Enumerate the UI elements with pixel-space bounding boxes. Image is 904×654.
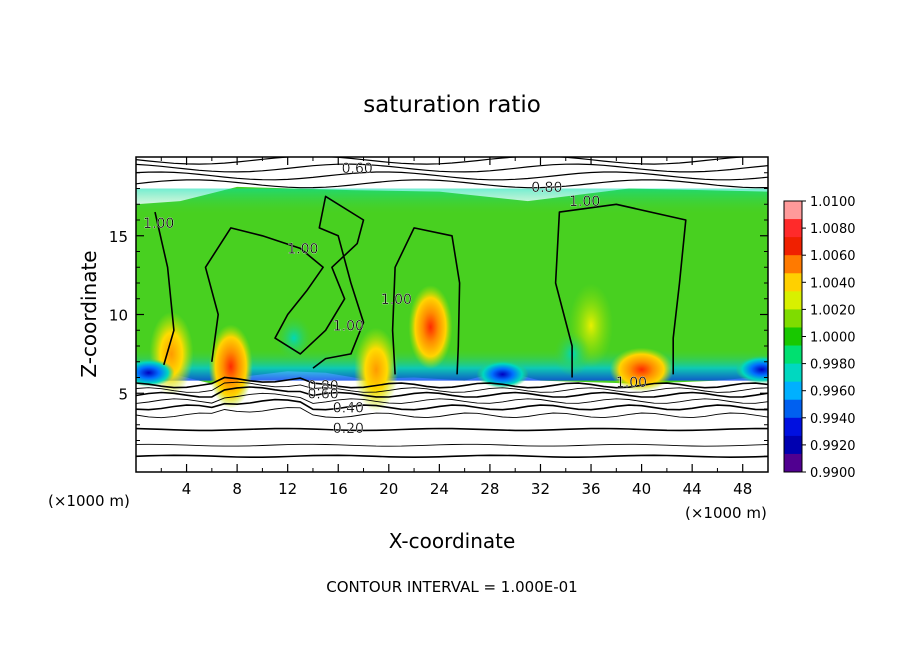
colorbar-label: 1.0060 xyxy=(810,249,856,264)
colorbar-segment-13 xyxy=(784,417,802,437)
colorbar-label: 1.0020 xyxy=(810,303,856,318)
contour-label-1: 0.60 xyxy=(342,161,373,177)
contour-interval-note: CONTOUR INTERVAL = 1.000E-01 xyxy=(326,578,577,596)
contour-unity-3 xyxy=(391,227,461,375)
x-tick-label: 40 xyxy=(632,480,651,498)
colorbar-label: 1.0040 xyxy=(810,276,856,291)
contour-label-11: 0.40 xyxy=(333,400,364,416)
chart-title: saturation ratio xyxy=(363,92,541,118)
x-tick-label: 24 xyxy=(430,480,449,498)
colorbar-label: 0.9900 xyxy=(810,466,856,481)
y-tick-label: 15 xyxy=(109,228,128,246)
contour-label-4: 1.00 xyxy=(143,216,174,232)
contour-label-6: 1.00 xyxy=(333,319,364,335)
saturation-field xyxy=(136,186,768,412)
colorbar-segment-11 xyxy=(784,381,802,401)
x-tick-label: 32 xyxy=(531,480,550,498)
colorbar-segment-4 xyxy=(784,255,802,274)
contour-label-10: 0.60 xyxy=(307,386,338,402)
x-axis-ticks: 4 8 12 16 20 24 28 32 36 40 44 48 xyxy=(160,157,752,498)
colorbar-segment-2 xyxy=(784,219,802,238)
colorbar-segment-7 xyxy=(784,309,802,328)
contour-lower-9 xyxy=(136,376,768,389)
maximum-region-1 xyxy=(408,285,453,370)
colorbar-segment-14 xyxy=(784,435,802,455)
contour-lower-2 xyxy=(136,443,768,447)
maximum-region-2 xyxy=(609,347,674,392)
contour-unity-2 xyxy=(204,195,365,369)
x-unit-right: (×1000 m) xyxy=(685,504,767,522)
x-tick-label: 48 xyxy=(733,480,752,498)
contour-lower-7 xyxy=(136,386,768,398)
colorbar-segment-5 xyxy=(784,273,802,292)
y-tick-label: 5 xyxy=(118,385,128,403)
colorbar-label: 1.0000 xyxy=(810,331,856,346)
x-tick-label: 12 xyxy=(278,480,297,498)
colorbar-segment-3 xyxy=(784,237,802,256)
contour-label-2: 0.80 xyxy=(531,180,562,196)
contour-lower-3 xyxy=(136,427,768,432)
x-tick-label: 8 xyxy=(232,480,242,498)
contour-label-7: 1.00 xyxy=(381,292,412,308)
plot-area xyxy=(136,157,768,472)
x-tick-label: 28 xyxy=(480,480,499,498)
x-tick-label: 20 xyxy=(379,480,398,498)
minimum-region-2 xyxy=(476,360,529,389)
x-axis-label: X-coordinate xyxy=(389,529,516,553)
colorbar-label: 0.9920 xyxy=(810,439,856,454)
contour-unity-4 xyxy=(554,203,687,378)
x-tick-label: 44 xyxy=(683,480,702,498)
colorbar-label: 0.9960 xyxy=(810,385,856,400)
contour-lower-5 xyxy=(136,398,768,411)
contour-lower-8 xyxy=(136,381,768,393)
contour-lower-1 xyxy=(136,454,768,459)
x-tick-label: 16 xyxy=(329,480,348,498)
contour-label-12: 0.20 xyxy=(333,421,364,437)
minimum-region-5 xyxy=(276,316,312,361)
colorbar-label: 0.9980 xyxy=(810,358,856,373)
colorbar-segment-15 xyxy=(784,453,802,473)
minimum-region-3 xyxy=(735,355,768,384)
colorbar-segment-10 xyxy=(784,363,802,383)
contour-label-3: 1.00 xyxy=(569,194,600,210)
colorbar-segment-9 xyxy=(784,345,802,364)
colorbar-segment-8 xyxy=(784,327,802,346)
y-tick-label: 10 xyxy=(109,307,128,325)
contour-label-9: 0.80 xyxy=(307,378,338,394)
colorbar-segment-12 xyxy=(784,399,802,419)
x-unit-left: (×1000 m) xyxy=(48,492,130,510)
y-axis-ticks: 5 10 15 xyxy=(109,172,768,457)
contour-label-8: 1.00 xyxy=(616,375,647,391)
colorbar-label: 1.0080 xyxy=(810,222,856,237)
contour-upper-2 xyxy=(136,171,768,181)
cloud-top-gradient xyxy=(136,188,768,214)
contour-upper-3 xyxy=(136,163,768,173)
x-tick-label: 36 xyxy=(581,480,600,498)
colorbar-segment-6 xyxy=(784,291,802,310)
colorbar-segment-1 xyxy=(784,201,802,220)
y-axis-label: Z-coordinate xyxy=(77,250,101,377)
contour-lines xyxy=(136,157,768,459)
contour-labels: 0.600.801.001.001.001.001.001.000.800.60… xyxy=(143,161,647,437)
contour-lower-4 xyxy=(136,407,768,419)
contour-label-5: 1.00 xyxy=(287,241,318,257)
minimum-region-1 xyxy=(136,358,175,387)
contour-upper-1 xyxy=(136,179,768,189)
x-tick-label: 4 xyxy=(182,480,192,498)
contour-lower-6 xyxy=(136,392,768,404)
colorbar-label: 1.0100 xyxy=(810,195,856,210)
colorbar-label: 0.9940 xyxy=(810,412,856,427)
contour-unity-1 xyxy=(154,211,175,366)
contour-upper-4 xyxy=(136,157,756,165)
colorbar: 1.0100 1.0080 1.0060 1.0040 1.0020 1.0000 0.99… xyxy=(783,195,856,481)
